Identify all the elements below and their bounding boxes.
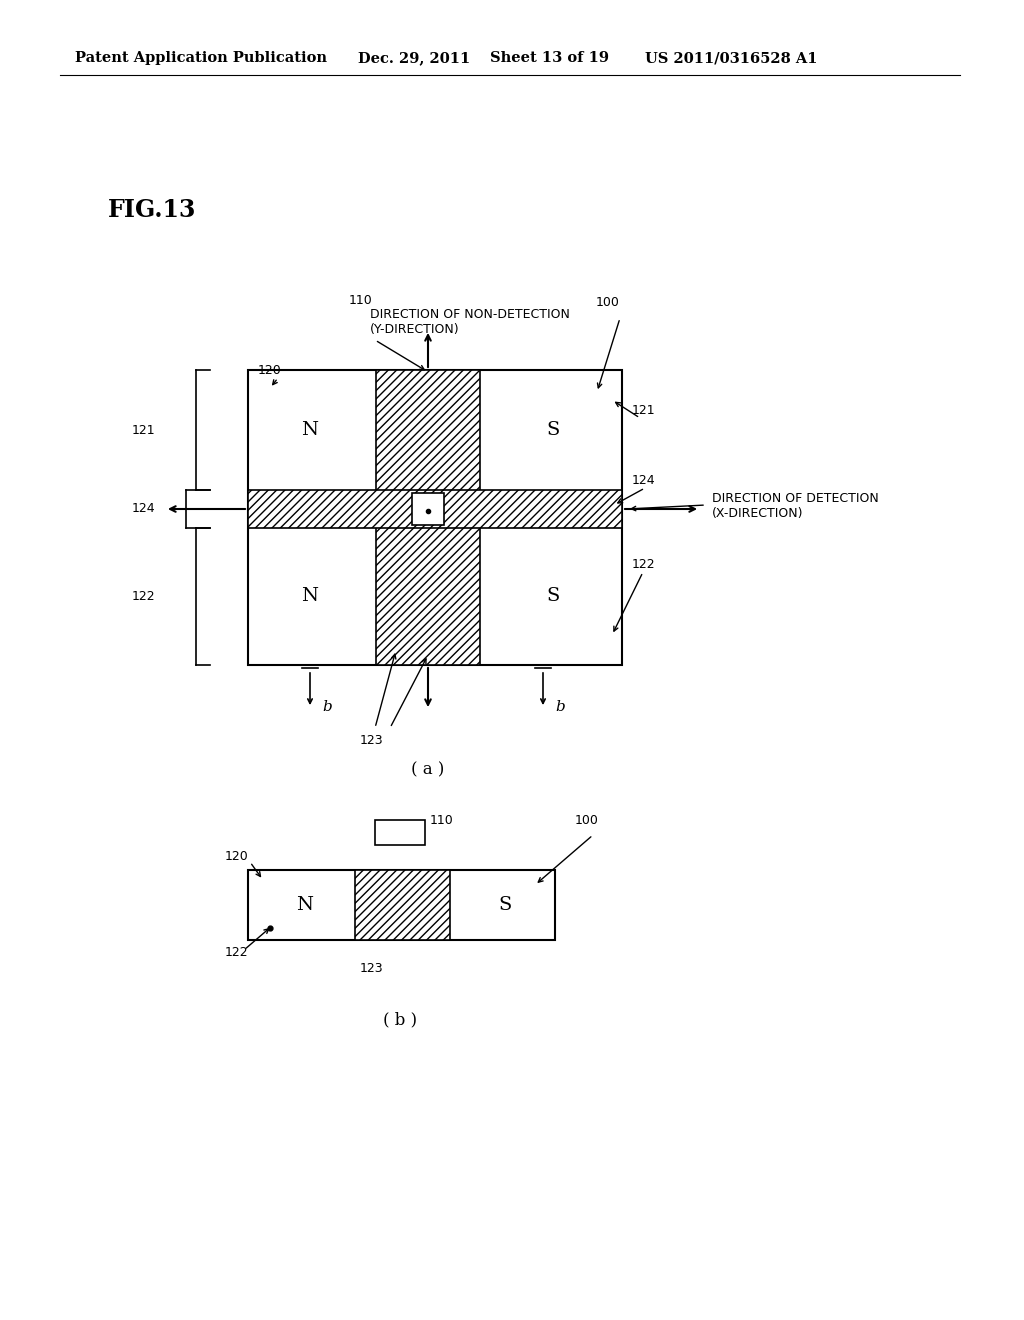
Polygon shape xyxy=(375,820,425,845)
Text: 100: 100 xyxy=(596,296,620,309)
Polygon shape xyxy=(248,870,555,940)
Text: N: N xyxy=(297,896,313,913)
Text: 122: 122 xyxy=(225,945,249,958)
Text: 110: 110 xyxy=(430,813,454,826)
Text: ( b ): ( b ) xyxy=(383,1011,417,1028)
Text: N: N xyxy=(301,587,318,605)
Text: US 2011/0316528 A1: US 2011/0316528 A1 xyxy=(645,51,817,65)
Text: FIG.13: FIG.13 xyxy=(108,198,197,222)
Text: 123: 123 xyxy=(360,961,384,974)
Text: S: S xyxy=(499,896,512,913)
Text: DIRECTION OF NON-DETECTION: DIRECTION OF NON-DETECTION xyxy=(370,309,570,322)
Text: 122: 122 xyxy=(632,558,655,572)
Text: S: S xyxy=(547,587,560,605)
Text: ( a ): ( a ) xyxy=(412,762,444,779)
Text: 100: 100 xyxy=(575,813,599,826)
Text: Sheet 13 of 19: Sheet 13 of 19 xyxy=(490,51,609,65)
Text: 122: 122 xyxy=(131,590,155,602)
Text: (Y-DIRECTION): (Y-DIRECTION) xyxy=(370,323,460,337)
Text: b: b xyxy=(322,700,332,714)
Polygon shape xyxy=(376,370,480,665)
Text: (X-DIRECTION): (X-DIRECTION) xyxy=(712,507,804,520)
Text: 121: 121 xyxy=(632,404,655,417)
Text: Patent Application Publication: Patent Application Publication xyxy=(75,51,327,65)
Text: Dec. 29, 2011: Dec. 29, 2011 xyxy=(358,51,470,65)
Polygon shape xyxy=(412,492,444,525)
Text: 124: 124 xyxy=(131,503,155,516)
Text: 110: 110 xyxy=(349,293,373,306)
Text: 124: 124 xyxy=(632,474,655,487)
Polygon shape xyxy=(355,870,450,940)
Text: 123: 123 xyxy=(360,734,384,747)
Text: 120: 120 xyxy=(258,363,282,376)
Text: S: S xyxy=(547,421,560,440)
Text: 121: 121 xyxy=(131,424,155,437)
Text: DIRECTION OF DETECTION: DIRECTION OF DETECTION xyxy=(712,491,879,504)
Text: b: b xyxy=(555,700,565,714)
Text: N: N xyxy=(301,421,318,440)
Text: 120: 120 xyxy=(225,850,249,863)
Polygon shape xyxy=(248,490,622,528)
